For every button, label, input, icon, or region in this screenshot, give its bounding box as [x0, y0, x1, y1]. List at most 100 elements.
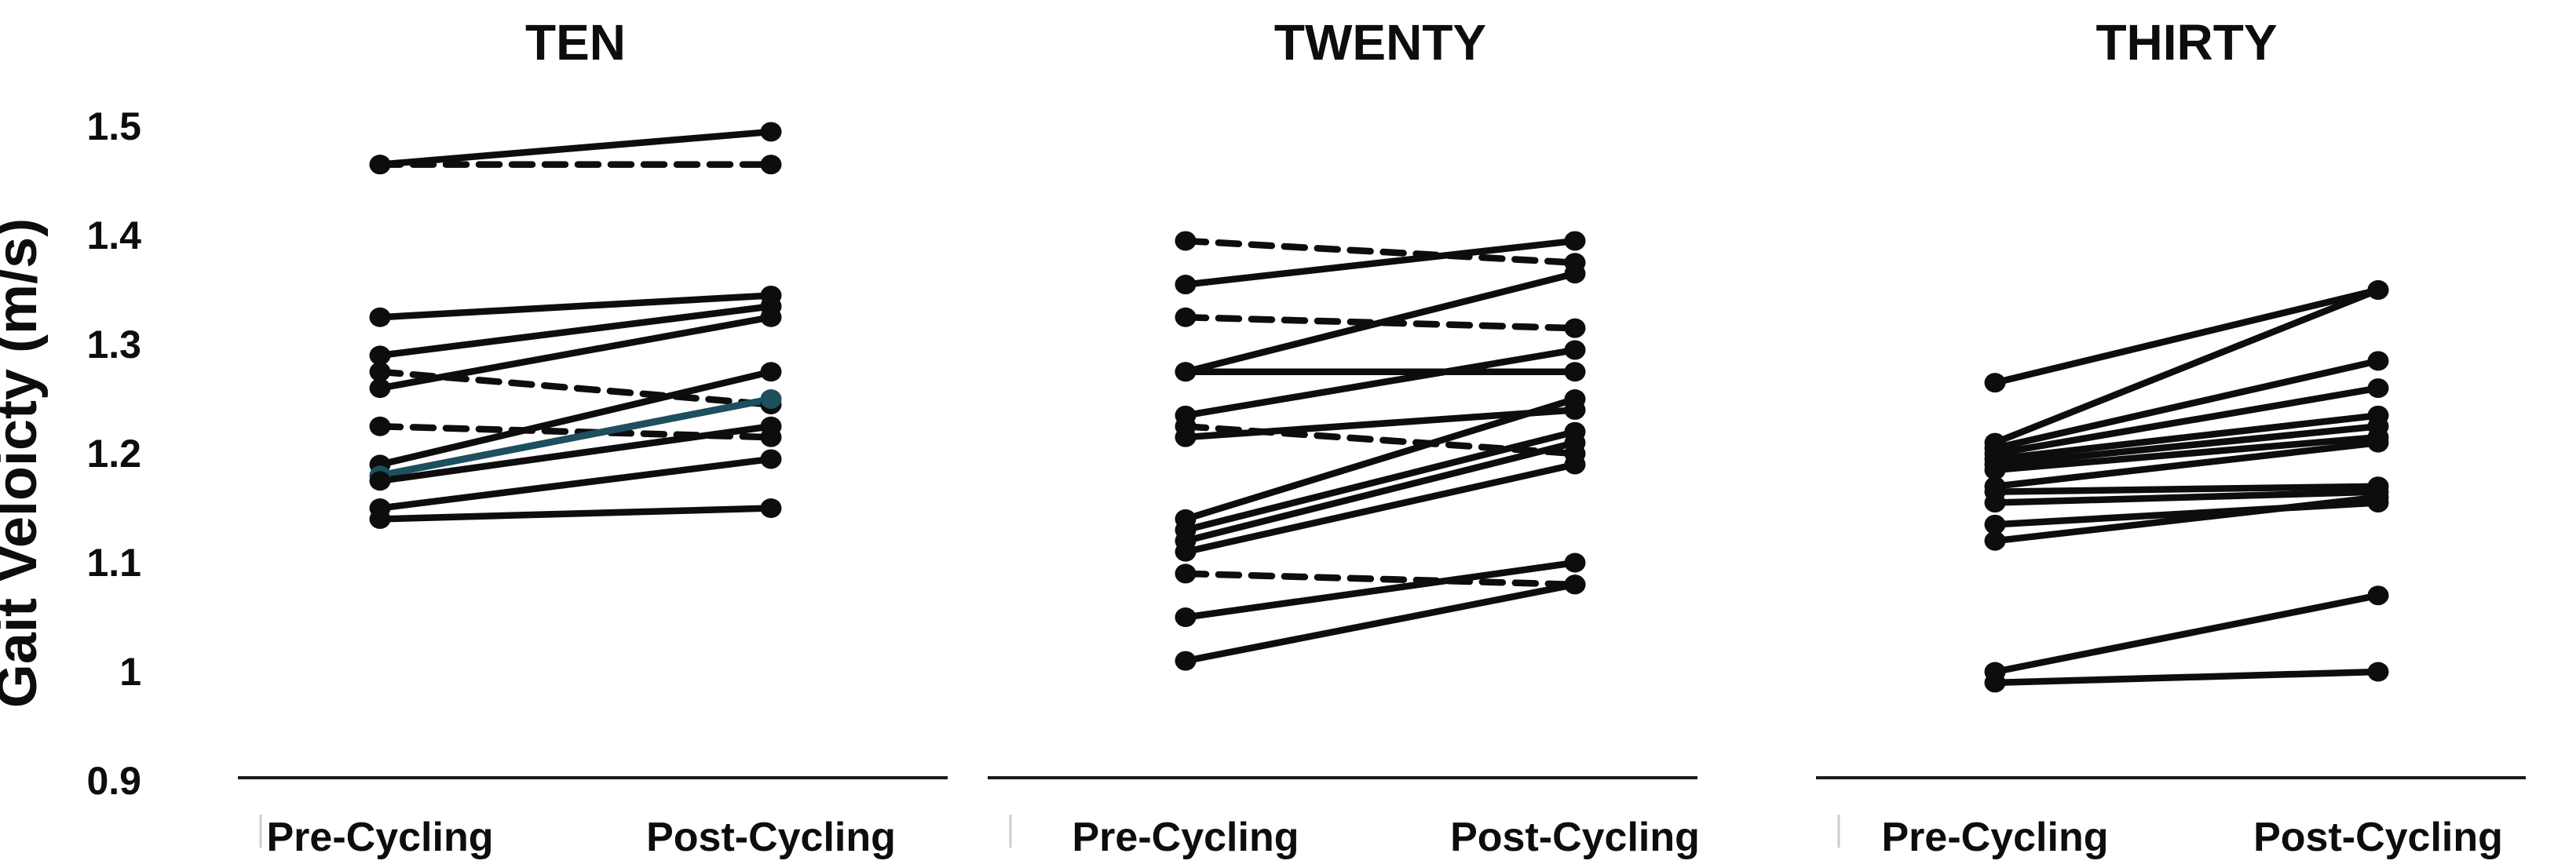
data-point-pre-4 [369, 345, 391, 366]
data-point-post-3 [2367, 351, 2389, 371]
category-label-pre-cycling[interactable]: Pre-Cycling [1882, 815, 2109, 860]
pair-line-thirty-3 [1991, 357, 2382, 452]
data-point-pre-3 [369, 307, 391, 327]
y-tick-label-1: 1 [119, 650, 141, 694]
panels-group: TEN Pre-Cycling Post-Cycling TWENTY Pre-Cycl… [238, 14, 2526, 860]
data-point-post-8 [760, 362, 782, 382]
data-point-pre-10 [1984, 493, 2006, 513]
data-point-pre-8 [1175, 427, 1197, 447]
data-point-pre-15 [1175, 651, 1197, 671]
pair-line-ten-6 [376, 368, 775, 408]
data-point-pre-6 [369, 362, 391, 382]
pair-line-twenty-8 [1182, 407, 1579, 441]
pair-line-twenty-5 [1182, 270, 1579, 375]
pair-line-thirty-6 [1991, 423, 2382, 469]
data-point-pre-2 [1175, 275, 1197, 295]
data-point-pre-14 [1984, 673, 2006, 693]
data-point-post-12 [760, 498, 782, 518]
data-point-pre-2 [369, 155, 391, 175]
data-point-pre-3 [1175, 307, 1197, 327]
data-point-pre-10 [369, 471, 391, 491]
category-label-pre-cycling[interactable]: Pre-Cycling [267, 815, 494, 860]
panel-twenty: TWENTY Pre-Cycling Post-Cycling [988, 14, 1700, 860]
data-point-pre-12 [1175, 542, 1197, 562]
pair-line-thirty-4 [1991, 385, 2382, 458]
pair-line-twenty-11 [1182, 439, 1579, 545]
data-point-pre-5 [1175, 362, 1197, 382]
pair-line-ten-1 [376, 128, 775, 168]
pair-line-ten-11 [376, 455, 775, 512]
data-point-post-2 [1564, 231, 1586, 251]
y-tick-label-1.2: 1.2 [86, 432, 141, 476]
panel-title-ten: TEN [525, 14, 626, 71]
pair-line-twenty-12 [1182, 461, 1579, 556]
data-point-post-15 [1564, 574, 1586, 595]
category-label-post-cycling[interactable]: Post-Cycling [646, 815, 896, 860]
y-axis-title: Gait Veloicty (m/s) [0, 218, 49, 708]
panel-thirty: THIRTY Pre-Cycling Post-Cycling [1816, 14, 2526, 860]
pair-line-thirty-13 [1991, 592, 2382, 676]
data-point-post-11 [760, 449, 782, 469]
pair-line-ten-10 [376, 423, 775, 484]
pair-line-thirty-7 [1991, 433, 2382, 474]
pair-line-thirty-2 [1991, 286, 2382, 447]
data-point-pre-1 [1175, 231, 1197, 251]
pair-line-ten-4 [376, 303, 775, 359]
data-point-post-3 [1564, 318, 1586, 338]
data-point-post-2 [760, 155, 782, 175]
data-point-post-2 [2367, 280, 2389, 300]
data-point-post-11 [1564, 432, 1586, 453]
pair-line-twenty-1 [1182, 237, 1579, 266]
data-point-pre-7 [1984, 460, 2006, 480]
data-point-post-6 [1564, 340, 1586, 360]
pair-line-twenty-6 [1182, 346, 1579, 419]
pair-line-thirty-10 [1991, 488, 2382, 506]
category-label-post-cycling[interactable]: Post-Cycling [2253, 815, 2503, 860]
pair-line-thirty-1 [1991, 286, 2382, 386]
data-point-pre-11 [1984, 514, 2006, 534]
data-point-post-9 [1564, 389, 1586, 409]
category-label-pre-cycling[interactable]: Pre-Cycling [1072, 815, 1299, 860]
category-label-post-cycling[interactable]: Post-Cycling [1450, 815, 1700, 860]
pair-line-thirty-14 [1991, 668, 2382, 687]
data-point-pre-7 [369, 416, 391, 436]
data-point-post-4 [2367, 378, 2389, 399]
data-point-post-8 [2367, 432, 2389, 453]
pair-line-twenty-9 [1182, 396, 1579, 523]
data-point-pre-13 [1175, 563, 1197, 584]
panel-title-twenty: TWENTY [1274, 14, 1486, 71]
data-point-post-14 [2367, 662, 2389, 682]
y-tick-label-1.3: 1.3 [86, 323, 141, 367]
pair-line-thirty-9 [1991, 483, 2382, 495]
pair-line-thirty-5 [1991, 412, 2382, 463]
data-point-post-5 [1564, 264, 1586, 284]
data-point-post-1 [760, 122, 782, 142]
y-tick-label-1.4: 1.4 [86, 213, 141, 257]
pair-line-thirty-8 [1991, 439, 2382, 490]
pair-line-ten-9 [376, 396, 775, 480]
pair-line-ten-7 [376, 423, 775, 441]
y-tick-label-1.1: 1.1 [86, 541, 141, 585]
data-point-post-4 [1564, 362, 1586, 382]
data-point-post-9 [760, 389, 782, 409]
pair-line-twenty-13 [1182, 570, 1579, 589]
pair-line-twenty-2 [1182, 237, 1579, 288]
data-point-pre-5 [369, 378, 391, 399]
data-point-pre-1 [1984, 373, 2006, 393]
pair-line-ten-3 [376, 292, 775, 321]
data-point-pre-12 [369, 509, 391, 529]
y-tick-label-0.9: 0.9 [86, 759, 141, 803]
pair-line-twenty-15 [1182, 581, 1579, 665]
data-point-post-14 [1564, 553, 1586, 573]
pair-line-ten-8 [376, 368, 775, 469]
y-axis-group: 1.5 1.4 1.3 1.2 1.1 1 0.9 [86, 104, 141, 803]
data-point-post-10 [760, 416, 782, 436]
panel-ten: TEN Pre-Cycling Post-Cycling [238, 14, 948, 860]
data-point-post-5 [760, 307, 782, 327]
pair-line-twenty-10 [1182, 428, 1579, 534]
data-point-pre-12 [1984, 531, 2006, 551]
data-point-pre-14 [1175, 607, 1197, 627]
pair-line-ten-12 [376, 505, 775, 523]
